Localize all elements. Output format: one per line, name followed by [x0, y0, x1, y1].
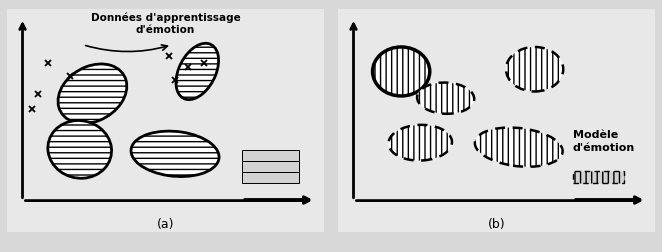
Ellipse shape	[506, 48, 563, 92]
Ellipse shape	[417, 83, 474, 114]
Text: (b): (b)	[488, 217, 505, 230]
Bar	[242, 173, 299, 183]
Ellipse shape	[58, 65, 127, 124]
Text: Modèle
d'émotion: Modèle d'émotion	[573, 130, 635, 152]
Ellipse shape	[373, 48, 430, 97]
Text: Données d'apprentissage
d'émotion: Données d'apprentissage d'émotion	[91, 12, 240, 35]
Ellipse shape	[389, 125, 452, 161]
Text: (a): (a)	[157, 217, 174, 230]
Ellipse shape	[176, 44, 218, 100]
Ellipse shape	[475, 128, 563, 167]
Bar	[573, 171, 624, 183]
Ellipse shape	[131, 132, 219, 177]
Ellipse shape	[48, 121, 112, 179]
Bar	[242, 151, 299, 161]
Text: UBM: UBM	[242, 153, 270, 163]
Bar	[242, 162, 299, 172]
